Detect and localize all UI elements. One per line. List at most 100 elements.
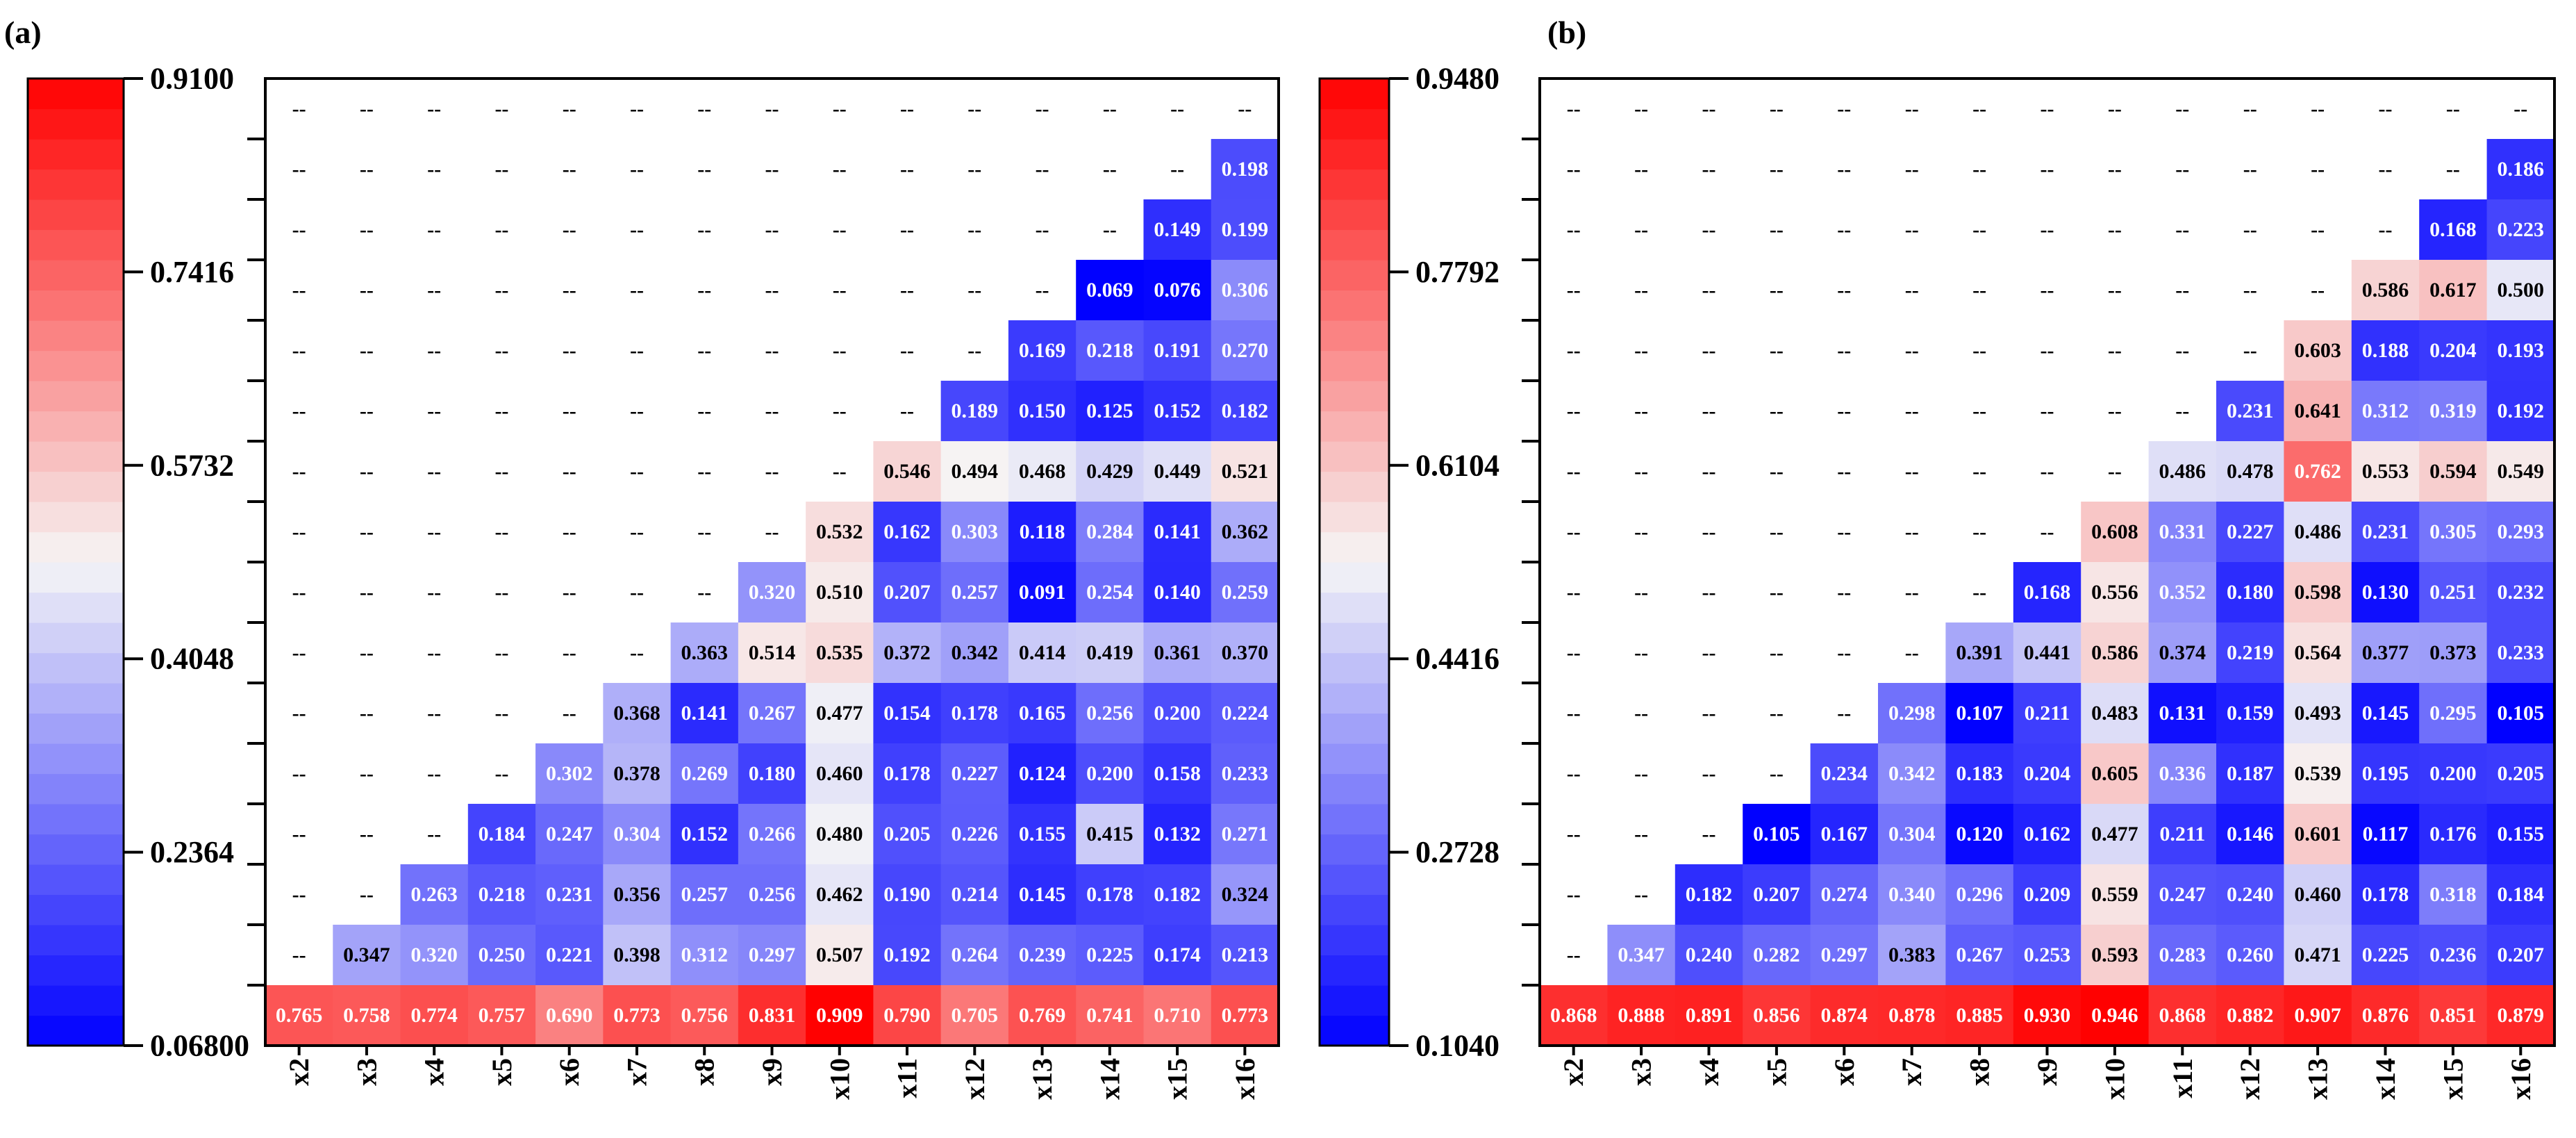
empty-cell: --: [292, 279, 306, 302]
cell-value: 0.152: [1154, 399, 1201, 422]
cell-value: 0.162: [2024, 823, 2071, 846]
colorbar-band: [1320, 139, 1389, 170]
empty-cell: --: [1634, 339, 1648, 362]
x-tick-label: x16: [2505, 1058, 2536, 1100]
cell-value: 0.165: [1019, 702, 1066, 725]
heatmap-cell: [1076, 622, 1145, 684]
empty-cell: --: [697, 460, 711, 483]
cell-value: 0.251: [2429, 581, 2477, 604]
cell-value: 0.462: [816, 883, 863, 906]
colorbar-tick-label: 0.9100: [150, 62, 234, 96]
empty-cell: --: [967, 339, 981, 362]
empty-cell: --: [697, 339, 711, 362]
cell-value: 0.213: [1222, 943, 1269, 966]
cell-value: 0.105: [1753, 823, 1800, 846]
cell-value: 0.556: [2091, 581, 2138, 604]
empty-cell: --: [292, 339, 306, 362]
empty-cell: --: [630, 279, 644, 302]
empty-cell: --: [833, 158, 847, 181]
heatmap-cell: [940, 925, 1009, 986]
cell-value: 0.372: [883, 641, 931, 664]
empty-cell: --: [765, 218, 779, 241]
cell-value: 0.383: [1888, 943, 1936, 966]
empty-cell: --: [1770, 702, 1784, 725]
empty-cell: --: [1972, 399, 1986, 422]
cell-value: 0.069: [1086, 279, 1133, 302]
colorbar-border: [1318, 77, 1390, 1047]
empty-cell: --: [1770, 158, 1784, 181]
x-tick-label: x9: [2031, 1058, 2063, 1086]
empty-cell: --: [2108, 97, 2122, 120]
heatmap-cell: [940, 985, 1009, 1046]
heatmap-cell: [2284, 381, 2352, 442]
cell-value: 0.168: [2024, 581, 2071, 604]
cell-value: 0.224: [1222, 702, 1269, 725]
cell-value: 0.429: [1086, 460, 1133, 483]
heatmap-cell: [1878, 683, 1946, 744]
cell-value: 0.076: [1154, 279, 1201, 302]
heatmap-cell: [265, 985, 333, 1046]
empty-cell: --: [2175, 158, 2189, 181]
x-tick-label: x10: [824, 1058, 855, 1100]
heatmap-cell: [670, 622, 739, 684]
colorbar-band: [1320, 562, 1389, 593]
x-tick-label: x9: [756, 1058, 788, 1086]
colorbar-band: [1320, 531, 1389, 563]
panel-a: (a) 0.06800 0.2364 0.4048 0.5732 0.7416 0.910…: [4, 15, 1280, 1100]
heatmap-cell: [1945, 743, 2014, 805]
cell-value: 0.356: [613, 883, 660, 906]
heatmap-cell: [738, 985, 806, 1046]
cell-value: 0.240: [2227, 883, 2274, 906]
heatmap-cell: [2351, 441, 2420, 502]
heatmap-cell: [873, 562, 942, 623]
empty-cell: --: [1170, 97, 1184, 120]
cell-value: 0.605: [2091, 762, 2138, 785]
empty-cell: --: [1837, 460, 1851, 483]
empty-cell: --: [2243, 279, 2257, 302]
cell-value: 0.641: [2294, 399, 2341, 422]
cell-value: 0.231: [546, 883, 593, 906]
empty-cell: --: [2379, 158, 2393, 181]
x-tick-labels-b: x2 x3 x4 x5 x6 x7 x8 x9 x10 x11 x12 x13 x14 x15 x16: [1558, 1046, 2536, 1100]
empty-cell: --: [1702, 460, 1716, 483]
heatmap-cell: [2148, 864, 2217, 925]
heatmap-cell: [1878, 743, 1946, 805]
empty-cell: --: [1770, 218, 1784, 241]
cell-value: 0.263: [410, 883, 458, 906]
colorbar-band: [1320, 743, 1389, 775]
cell-value: 0.500: [2498, 279, 2545, 302]
empty-cell: --: [1905, 399, 1919, 422]
cell-value: 0.155: [2498, 823, 2545, 846]
empty-cell: --: [2041, 460, 2054, 483]
heatmap-cell: [1143, 260, 1212, 321]
empty-cell: --: [1567, 279, 1581, 302]
empty-cell: --: [563, 641, 576, 664]
heatmap-cell: [2081, 683, 2150, 744]
cell-value: 0.377: [2362, 641, 2409, 664]
cell-value: 0.741: [1086, 1004, 1133, 1027]
cell-value: 0.690: [546, 1004, 593, 1027]
heatmap-cell: [940, 622, 1009, 684]
x-tick-label: x4: [1693, 1058, 1725, 1086]
heatmap-cell: [2148, 622, 2217, 684]
empty-cell: --: [833, 460, 847, 483]
cell-value: 0.521: [1222, 460, 1269, 483]
empty-cell: --: [1972, 460, 1986, 483]
cell-value: 0.514: [749, 641, 796, 664]
cell-value: 0.200: [1086, 762, 1133, 785]
empty-cell: --: [1634, 702, 1648, 725]
heatmap-cell: [2486, 683, 2555, 744]
colorbar-band: [28, 79, 124, 110]
heatmap-cell: [670, 985, 739, 1046]
plot-frame-a: [264, 77, 1280, 1047]
empty-cell: --: [292, 97, 306, 120]
x-tick-label: x5: [1761, 1058, 1792, 1086]
cell-value: 0.218: [479, 883, 526, 906]
heatmap-cell: [1008, 441, 1077, 502]
empty-cell: --: [1972, 97, 1986, 120]
empty-cell: --: [1905, 581, 1919, 604]
colorbar-band: [1320, 925, 1389, 956]
empty-cell: --: [697, 218, 711, 241]
heatmap-cell: [873, 925, 942, 986]
heatmap-cell: [2284, 683, 2352, 744]
